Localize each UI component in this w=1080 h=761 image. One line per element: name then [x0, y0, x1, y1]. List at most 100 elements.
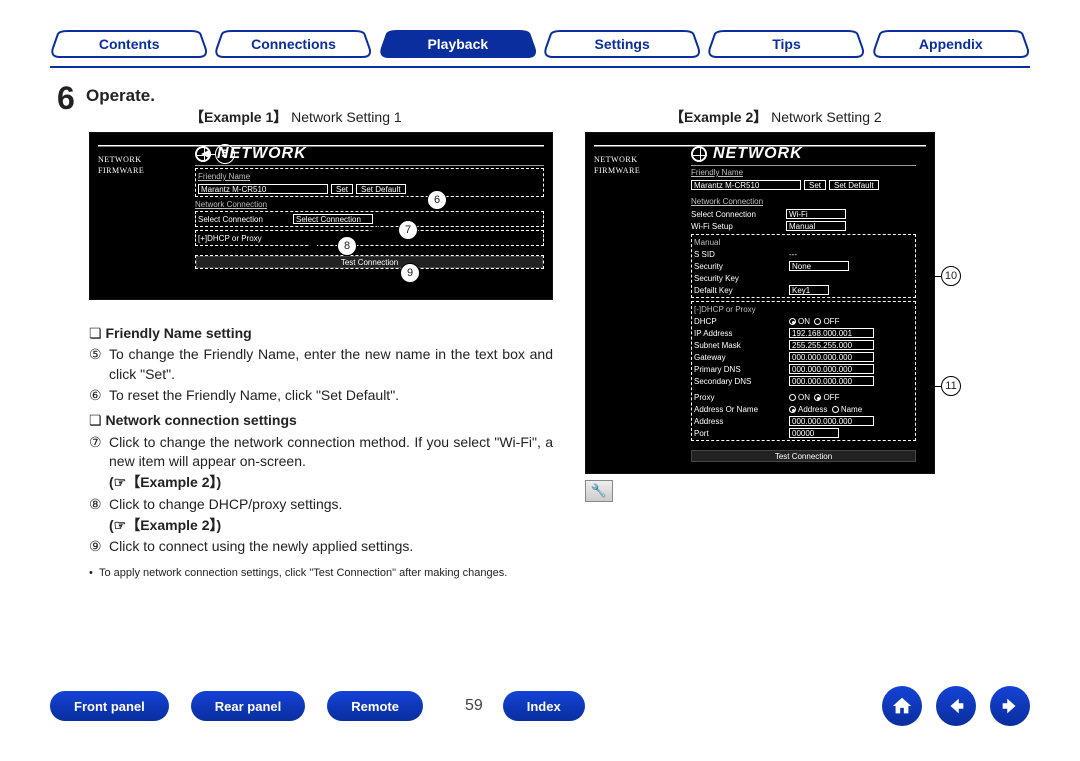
step-title: Operate.	[86, 86, 155, 106]
callout-5: 5	[201, 144, 235, 164]
remote-button[interactable]: Remote	[327, 691, 423, 721]
addr-value: 000.000.000.000	[789, 416, 874, 426]
example2-ref: (☞【Example 2】)	[109, 474, 221, 490]
test-connection-2[interactable]: Test Connection	[691, 450, 916, 462]
addr-or-name-label: Address Or Name	[694, 405, 789, 414]
tab-connections[interactable]: Connections	[214, 30, 372, 58]
proxy-on-radio[interactable]	[789, 394, 796, 401]
wifi-setup-label: Wi-Fi Setup	[691, 222, 786, 231]
callout-9: 9	[372, 263, 420, 283]
dhcp-on-radio[interactable]	[789, 318, 796, 325]
security-value: None	[789, 261, 849, 271]
bottom-bar: Front panel Rear panel Remote 59 Index	[50, 685, 1030, 727]
top-tabs: Contents Connections Playback Settings T…	[50, 30, 1030, 62]
tab-label: Connections	[214, 30, 372, 58]
friendly-name-label: Friendly Name	[198, 172, 541, 181]
arrow-right-icon	[999, 695, 1021, 717]
screenshot-example1: NETWORK FIRMWARE NETWORK 5 Friendly Name…	[89, 132, 553, 300]
index-button[interactable]: Index	[503, 691, 585, 721]
friendly-name-value: Marantz M-CR510	[691, 180, 801, 190]
proxy-label: Proxy	[694, 393, 789, 402]
section-network-connection: Network connection settings	[89, 411, 553, 430]
tab-contents[interactable]: Contents	[50, 30, 208, 58]
select-connection-value: Select Connection	[293, 214, 373, 224]
sdns-value: 000.000.000.000	[789, 376, 874, 386]
subnet-value: 255.255.255.000	[789, 340, 874, 350]
sidebar-firmware: FIRMWARE	[98, 166, 178, 175]
home-icon	[891, 695, 913, 717]
tab-settings[interactable]: Settings	[543, 30, 701, 58]
tab-label: Tips	[707, 30, 865, 58]
callout-6: 6	[399, 190, 447, 210]
tab-tips[interactable]: Tips	[707, 30, 865, 58]
front-panel-button[interactable]: Front panel	[50, 691, 169, 721]
next-button[interactable]	[990, 686, 1030, 726]
tab-label: Contents	[50, 30, 208, 58]
step-number: 6	[57, 80, 75, 117]
wrench-icon: 🔧	[585, 480, 613, 502]
set-default-button[interactable]: Set Default	[829, 180, 879, 190]
tab-label: Settings	[543, 30, 701, 58]
callout-10: 10	[905, 266, 961, 286]
default-key-label: Defailt Key	[694, 286, 789, 295]
default-key-value: Key1	[789, 285, 829, 295]
sidebar-firmware: FIRMWARE	[594, 166, 674, 175]
network-connection-label: Network Connection	[691, 197, 916, 206]
example2-label: 【Example 2】 Network Setting 2	[670, 107, 882, 127]
dhcp-label: DHCP	[694, 317, 789, 326]
addr-radio[interactable]	[789, 406, 796, 413]
security-key-label: Security Key	[694, 274, 789, 283]
addr-label: Address	[694, 417, 789, 426]
callout-8: 8	[309, 236, 357, 256]
ip-value: 192.168.000.001	[789, 328, 874, 338]
example1-label: 【Example 1】 Network Setting 1	[190, 107, 402, 127]
gateway-label: Gateway	[694, 353, 789, 362]
sidebar-network: NETWORK	[98, 155, 178, 164]
tab-label: Appendix	[872, 30, 1030, 58]
friendly-name-label: Friendly Name	[691, 168, 916, 177]
home-button[interactable]	[882, 686, 922, 726]
rear-panel-button[interactable]: Rear panel	[191, 691, 305, 721]
callout-11: 11	[905, 376, 961, 396]
screenshot-example2: NETWORK FIRMWARE NETWORK Friendly Name M…	[585, 132, 935, 474]
tab-appendix[interactable]: Appendix	[872, 30, 1030, 58]
set-button[interactable]: Set	[804, 180, 826, 190]
name-radio[interactable]	[832, 406, 839, 413]
panel-title: NETWORK	[713, 145, 803, 163]
prev-button[interactable]	[936, 686, 976, 726]
friendly-name-value: Marantz M-CR510	[198, 184, 328, 194]
body-text: Friendly Name setting ⑤To change the Fri…	[89, 318, 553, 582]
sidebar-network: NETWORK	[594, 155, 674, 164]
globe-icon	[691, 146, 707, 162]
port-label: Port	[694, 429, 789, 438]
dhcp-proxy-section: [-]DHCP or Proxy	[694, 305, 913, 314]
gateway-value: 000.000.000.000	[789, 352, 874, 362]
pdns-value: 000.000.000.000	[789, 364, 874, 374]
sdns-label: Secondary DNS	[694, 377, 789, 386]
pdns-label: Primary DNS	[694, 365, 789, 374]
arrow-left-icon	[945, 695, 967, 717]
page-number: 59	[465, 697, 483, 715]
section-friendly-name: Friendly Name setting	[89, 324, 553, 343]
dhcp-off-radio[interactable]	[814, 318, 821, 325]
example2-ref: (☞【Example 2】)	[109, 517, 221, 533]
ip-label: IP Address	[694, 329, 789, 338]
tab-underline	[50, 66, 1030, 68]
ssid-label: S SID	[694, 250, 789, 259]
test-connection-1[interactable]: Test Connection	[196, 256, 543, 268]
select-connection-label: Select Connection	[198, 215, 293, 224]
tab-label: Playback	[379, 30, 537, 58]
tab-playback[interactable]: Playback	[379, 30, 537, 58]
manual-section: Manual	[694, 238, 913, 247]
wifi-setup-value: Manual	[786, 221, 846, 231]
security-label: Security	[694, 262, 789, 271]
select-connection-label: Select Connection	[691, 210, 786, 219]
select-connection-value: Wi-Fi	[786, 209, 846, 219]
ssid-value: ---	[789, 250, 797, 259]
set-button[interactable]: Set	[331, 184, 353, 194]
port-value: 00000	[789, 428, 839, 438]
subnet-label: Subnet Mask	[694, 341, 789, 350]
proxy-off-radio[interactable]	[814, 394, 821, 401]
callout-7: 7	[370, 220, 418, 240]
network-connection-label: Network Connection	[195, 200, 544, 209]
